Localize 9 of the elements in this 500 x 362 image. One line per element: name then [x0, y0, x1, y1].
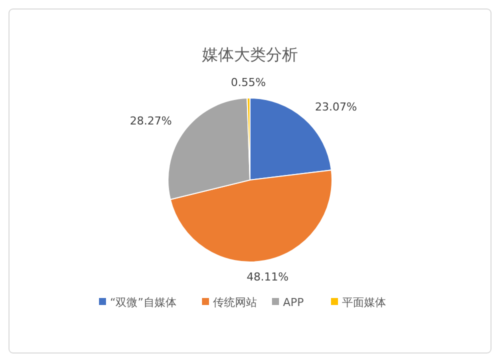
chart-title: 媒体大类分析 [202, 45, 298, 64]
legend-label: “双微”自媒体 [110, 296, 176, 309]
legend-label: 传统网站 [213, 296, 257, 309]
legend-label: 平面媒体 [342, 296, 386, 309]
legend-label: APP [283, 296, 304, 309]
data-label: 23.07% [314, 100, 357, 114]
data-label: 48.11% [246, 270, 289, 284]
data-label: 0.55% [230, 76, 266, 89]
data-label: 28.27% [130, 114, 172, 128]
